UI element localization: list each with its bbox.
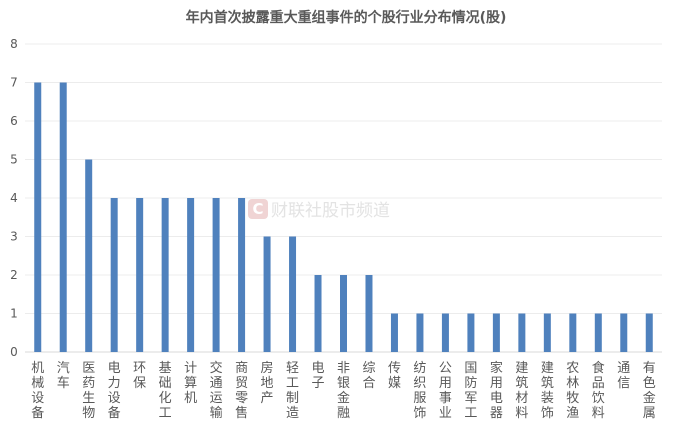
bar <box>263 236 271 352</box>
bar <box>289 236 297 352</box>
x-tick-label: 电力设备 <box>108 361 121 421</box>
x-tick-label: 建筑装饰 <box>541 361 554 421</box>
bar <box>187 198 195 352</box>
y-tick-label: 4 <box>10 191 18 205</box>
bar <box>340 275 347 352</box>
x-tick-label: 汽车 <box>57 361 70 391</box>
x-tick-label: 基础化工 <box>159 361 172 421</box>
x-tick-label: 家用电器 <box>490 360 503 421</box>
bar <box>314 275 322 352</box>
watermark: C 财联社股市频道 <box>248 196 390 221</box>
y-tick-label: 5 <box>10 153 18 167</box>
x-tick-label: 纺织服饰 <box>413 361 426 421</box>
bar <box>212 198 220 352</box>
x-tick-label: 计算机 <box>184 361 197 406</box>
bar <box>365 275 373 352</box>
bar <box>467 313 475 352</box>
x-tick-label: 有色金属 <box>643 361 656 421</box>
bar <box>416 313 424 352</box>
bar <box>518 313 526 352</box>
bar <box>161 198 169 352</box>
bar <box>85 159 93 352</box>
y-tick-label: 6 <box>10 114 18 128</box>
x-tick-label: 房地产 <box>261 360 274 406</box>
y-tick-label: 3 <box>10 230 18 244</box>
watermark-text: 财联社股市频道 <box>271 201 390 221</box>
y-tick-label: 2 <box>10 268 18 282</box>
x-tick-label: 建筑材料 <box>515 361 528 421</box>
x-tick-label: 综合 <box>362 361 375 391</box>
x-tick-label: 传媒 <box>388 361 401 391</box>
x-tick-label: 食品饮料 <box>592 360 605 421</box>
bar <box>110 198 118 352</box>
bar <box>594 313 602 352</box>
bar <box>390 313 398 352</box>
x-tick-label: 环保 <box>133 361 146 391</box>
watermark-logo-icon: C <box>248 198 268 219</box>
bar <box>238 198 246 352</box>
bar <box>34 82 42 352</box>
y-tick-label: 0 <box>10 345 18 359</box>
x-tick-label: 农林牧渔 <box>566 361 579 421</box>
bar <box>136 198 144 352</box>
bar <box>645 313 653 352</box>
bar <box>441 313 449 352</box>
x-tick-label: 机械设备 <box>31 361 44 421</box>
chart-title: 年内首次披露重大重组事件的个股行业分布情况(股) <box>185 10 507 26</box>
x-tick-label: 通信 <box>617 361 630 391</box>
bar <box>59 82 67 352</box>
y-tick-label: 8 <box>10 37 18 51</box>
x-tick-label: 医药生物 <box>82 361 95 421</box>
bar <box>620 313 628 352</box>
bar <box>543 313 551 352</box>
x-tick-label: 交通运输 <box>210 360 223 421</box>
y-tick-label: 7 <box>10 76 18 90</box>
x-tick-label: 商贸零售 <box>235 361 248 421</box>
x-tick-label: 非银金融 <box>337 361 350 421</box>
x-tick-label: 电子 <box>312 361 325 391</box>
x-tick-label: 国防军工 <box>464 361 477 421</box>
y-tick-label: 1 <box>10 307 18 321</box>
x-tick-label: 公用事业 <box>439 361 452 421</box>
bar <box>492 313 500 352</box>
x-tick-label: 轻工制造 <box>286 361 299 421</box>
bar <box>569 313 577 352</box>
